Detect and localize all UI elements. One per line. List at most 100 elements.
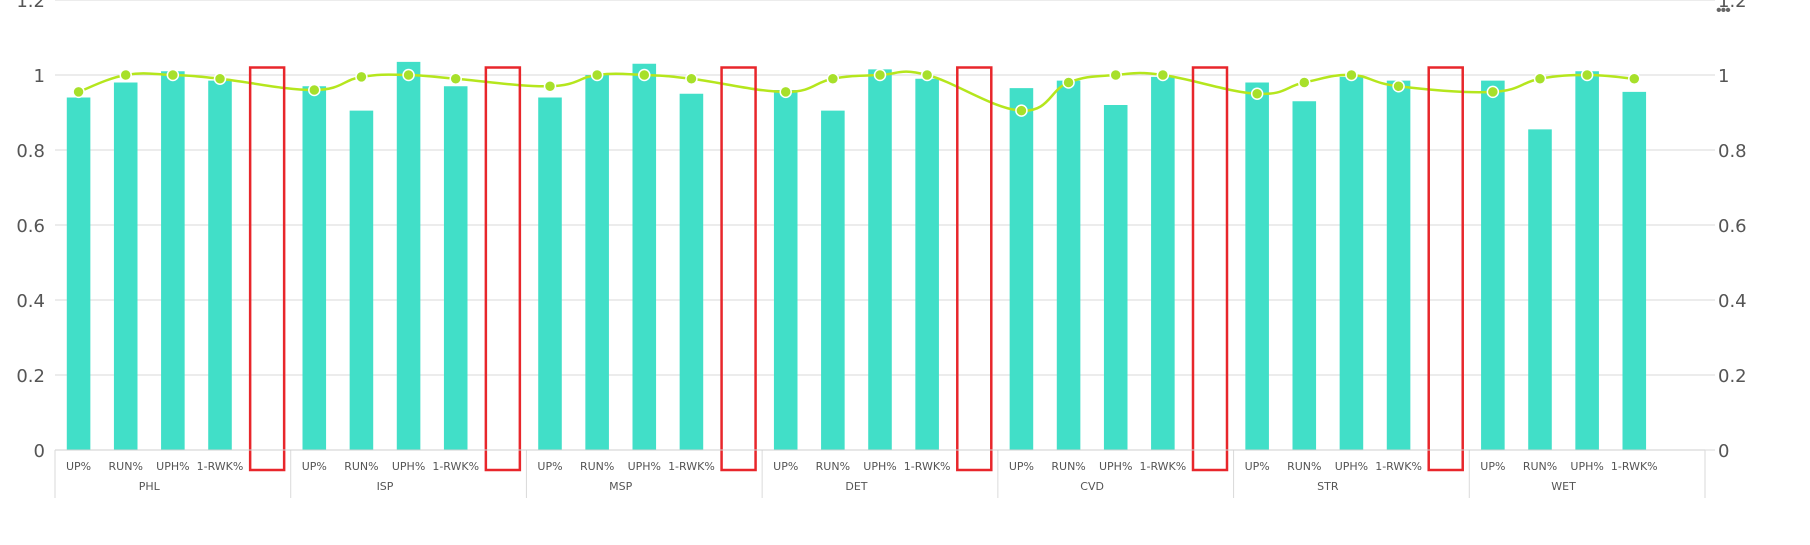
x-category-label: RUN% bbox=[816, 460, 850, 473]
x-category-label: UPH% bbox=[1099, 460, 1132, 473]
x-group-label: CVD bbox=[1080, 480, 1104, 493]
x-category-label: 1-RWK% bbox=[904, 460, 951, 473]
bar bbox=[915, 78, 939, 450]
line-marker bbox=[1580, 68, 1594, 82]
bar bbox=[1245, 82, 1269, 450]
line-marker bbox=[1015, 104, 1028, 117]
x-category-label: UP% bbox=[1480, 460, 1505, 473]
bar bbox=[1009, 88, 1034, 450]
x-group-label: DET bbox=[845, 480, 867, 493]
line-marker bbox=[873, 68, 887, 82]
bar bbox=[773, 90, 798, 450]
x-group-label: STR bbox=[1317, 480, 1339, 493]
line-marker bbox=[166, 68, 180, 82]
bar bbox=[1528, 129, 1552, 450]
y-left-tick-label: 0 bbox=[34, 441, 45, 462]
y-left-tick-label: 0.4 bbox=[16, 291, 45, 312]
x-category-label: UPH% bbox=[392, 460, 425, 473]
bar bbox=[113, 82, 138, 450]
x-category-label: RUN% bbox=[1523, 460, 1557, 473]
line-marker bbox=[213, 72, 227, 85]
line-marker bbox=[72, 85, 85, 99]
line-marker bbox=[119, 68, 132, 82]
bar bbox=[538, 97, 562, 450]
line-marker bbox=[826, 72, 840, 85]
bar bbox=[1575, 71, 1599, 450]
y-axis-left: 0 0.2 0.4 0.6 0.8 1 1.2 bbox=[16, 0, 45, 462]
x-category-label: 1-RWK% bbox=[1139, 460, 1186, 473]
line-path bbox=[78, 70, 1635, 112]
x-group-label: MSP bbox=[609, 480, 632, 493]
bar bbox=[1103, 105, 1128, 450]
x-category-label: UPH% bbox=[628, 460, 661, 473]
x-category-label: RUN% bbox=[109, 460, 143, 473]
x-group-label: ISP bbox=[377, 480, 394, 493]
bar bbox=[396, 61, 421, 450]
x-category-label: UPH% bbox=[156, 460, 189, 473]
x-category-label: 1-RWK% bbox=[432, 460, 479, 473]
x-category-label: UP% bbox=[1009, 460, 1034, 473]
y-right-tick-label: 0.6 bbox=[1718, 216, 1747, 237]
bar bbox=[443, 86, 468, 450]
highlight-box bbox=[956, 66, 993, 472]
x-category-label: UPH% bbox=[863, 460, 896, 473]
line-marker bbox=[920, 68, 934, 82]
bar bbox=[1292, 101, 1317, 450]
bar bbox=[1056, 80, 1081, 450]
line-marker bbox=[308, 83, 321, 97]
x-category-label: RUN% bbox=[1287, 460, 1321, 473]
line-marker bbox=[449, 72, 462, 85]
x-category-label: UP% bbox=[302, 460, 327, 473]
bar bbox=[1386, 80, 1411, 450]
y-right-tick-label: 1 bbox=[1718, 66, 1729, 87]
bar bbox=[1151, 76, 1175, 450]
bar bbox=[632, 63, 657, 450]
bar bbox=[679, 93, 704, 450]
x-group-label: PHL bbox=[139, 480, 161, 493]
highlight-box bbox=[484, 66, 522, 472]
bar bbox=[208, 80, 232, 450]
bar bbox=[585, 75, 609, 450]
x-group-label: WET bbox=[1551, 480, 1576, 493]
x-category-label: 1-RWK% bbox=[1375, 460, 1422, 473]
line-marker bbox=[685, 72, 698, 85]
line-marker bbox=[1486, 85, 1500, 99]
line-marker bbox=[1628, 72, 1641, 85]
line-marker bbox=[1533, 72, 1547, 85]
line-marker bbox=[1109, 68, 1122, 82]
line-marker bbox=[1156, 68, 1170, 82]
line-marker bbox=[590, 68, 604, 82]
highlight-box bbox=[1427, 66, 1464, 472]
y-left-tick-label: 1 bbox=[34, 66, 45, 87]
line-marker bbox=[779, 85, 792, 99]
bar bbox=[66, 97, 91, 450]
x-category-label: UP% bbox=[66, 460, 91, 473]
line-marker bbox=[355, 70, 368, 84]
y-left-tick-label: 1.2 bbox=[16, 0, 45, 12]
x-category-label: RUN% bbox=[580, 460, 614, 473]
y-right-tick-label: 0 bbox=[1718, 441, 1729, 462]
more-options-icon[interactable]: ••• bbox=[1716, 2, 1731, 19]
line-series bbox=[72, 68, 1641, 117]
x-category-label: RUN% bbox=[1051, 460, 1085, 473]
highlight-box bbox=[248, 66, 286, 472]
line-marker bbox=[1392, 80, 1405, 93]
y-left-tick-label: 0.6 bbox=[16, 216, 45, 237]
highlight-box bbox=[1191, 66, 1229, 472]
y-right-tick-label: 0.2 bbox=[1718, 366, 1747, 387]
x-category-label: UP% bbox=[537, 460, 562, 473]
line-marker bbox=[1250, 87, 1264, 100]
y-left-tick-label: 0.8 bbox=[16, 141, 45, 162]
y-axis-right: 0 0.2 0.4 0.6 0.8 1 1.2 bbox=[1705, 0, 1747, 462]
bar bbox=[302, 86, 327, 450]
bar bbox=[1339, 76, 1364, 450]
x-category-label: 1-RWK% bbox=[1611, 460, 1658, 473]
highlight-boxes bbox=[248, 66, 1464, 472]
line-marker bbox=[543, 80, 557, 93]
line-marker bbox=[1062, 76, 1075, 89]
bar bbox=[1481, 80, 1505, 450]
x-category-label: 1-RWK% bbox=[197, 460, 244, 473]
line-marker bbox=[638, 68, 651, 82]
